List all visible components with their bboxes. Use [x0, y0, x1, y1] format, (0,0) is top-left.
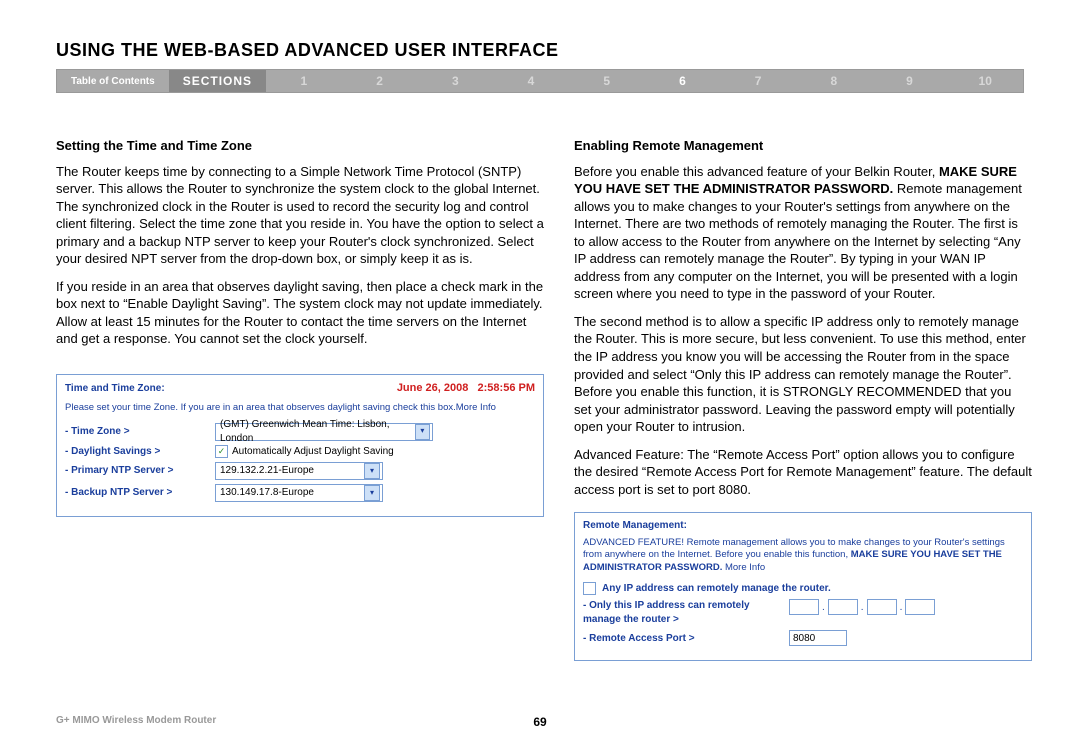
rm-desc: ADVANCED FEATURE! Remote management allo…	[583, 537, 1023, 574]
right-p1: Before you enable this advanced feature …	[574, 163, 1032, 303]
ip-input-group: . . .	[789, 599, 935, 615]
tz-label-daylight: - Daylight Savings >	[65, 445, 215, 459]
any-ip-checkbox[interactable]: ✓	[583, 582, 596, 595]
tz-label-timezone: - Time Zone >	[65, 425, 215, 439]
chevron-down-icon: ▾	[364, 463, 380, 479]
tz-title: Time and Time Zone:	[65, 382, 165, 396]
left-p1: The Router keeps time by connecting to a…	[56, 163, 544, 268]
section-7[interactable]: 7	[720, 74, 796, 88]
section-6[interactable]: 6	[645, 74, 721, 88]
right-column: Enabling Remote Management Before you en…	[574, 137, 1032, 661]
toc-link[interactable]: Table of Contents	[57, 76, 169, 87]
chevron-down-icon: ▾	[415, 424, 430, 440]
section-9[interactable]: 9	[872, 74, 948, 88]
left-heading: Setting the Time and Time Zone	[56, 137, 544, 155]
only-ip-label: - Only this IP address can remotely mana…	[583, 599, 783, 626]
footer-page-number: 69	[533, 715, 546, 729]
right-p2: The second method is to allow a specific…	[574, 313, 1032, 436]
port-label: - Remote Access Port >	[583, 632, 783, 646]
left-p2: If you reside in an area that observes d…	[56, 278, 544, 348]
section-1[interactable]: 1	[266, 74, 342, 88]
port-input[interactable]: 8080	[789, 630, 847, 646]
section-2[interactable]: 2	[342, 74, 418, 88]
ip-oct-3[interactable]	[867, 599, 897, 615]
remote-management-panel: Remote Management: ADVANCED FEATURE! Rem…	[574, 512, 1032, 661]
section-nav: Table of Contents SECTIONS 1 2 3 4 5 6 7…	[56, 69, 1024, 93]
daylight-label: Automatically Adjust Daylight Saving	[232, 445, 394, 459]
right-p3: Advanced Feature: The “Remote Access Por…	[574, 446, 1032, 499]
left-column: Setting the Time and Time Zone The Route…	[56, 137, 544, 661]
sections-label: SECTIONS	[169, 70, 266, 92]
footer: G+ MIMO Wireless Modem Router 69	[56, 715, 1024, 726]
tz-date: June 26, 2008 2:58:56 PM	[397, 381, 535, 396]
footer-product: G+ MIMO Wireless Modem Router	[56, 715, 216, 726]
primary-ntp-value: 129.132.2.21-Europe	[220, 464, 314, 478]
backup-ntp-value: 130.149.17.8-Europe	[220, 486, 314, 500]
ip-oct-1[interactable]	[789, 599, 819, 615]
page-title: USING THE WEB-BASED ADVANCED USER INTERF…	[56, 40, 1024, 61]
ip-oct-4[interactable]	[905, 599, 935, 615]
section-8[interactable]: 8	[796, 74, 872, 88]
tz-label-backup-ntp: - Backup NTP Server >	[65, 486, 215, 500]
right-heading: Enabling Remote Management	[574, 137, 1032, 155]
rm-title: Remote Management:	[583, 519, 1023, 533]
section-5[interactable]: 5	[569, 74, 645, 88]
chevron-down-icon: ▾	[364, 485, 380, 501]
section-4[interactable]: 4	[493, 74, 569, 88]
section-3[interactable]: 3	[417, 74, 493, 88]
tz-desc: Please set your time Zone. If you are in…	[65, 402, 535, 415]
ip-oct-2[interactable]	[828, 599, 858, 615]
tz-value-timezone: (GMT) Greenwich Mean Time: Lisbon, Londo…	[220, 418, 415, 445]
tz-label-primary-ntp: - Primary NTP Server >	[65, 464, 215, 478]
primary-ntp-select[interactable]: 129.132.2.21-Europe ▾	[215, 462, 383, 480]
section-10[interactable]: 10	[947, 74, 1023, 88]
backup-ntp-select[interactable]: 130.149.17.8-Europe ▾	[215, 484, 383, 502]
timezone-panel: Time and Time Zone: June 26, 2008 2:58:5…	[56, 374, 544, 517]
any-ip-label: Any IP address can remotely manage the r…	[602, 582, 831, 596]
daylight-checkbox[interactable]: ✓	[215, 445, 228, 458]
tz-select-timezone[interactable]: (GMT) Greenwich Mean Time: Lisbon, Londo…	[215, 423, 433, 441]
